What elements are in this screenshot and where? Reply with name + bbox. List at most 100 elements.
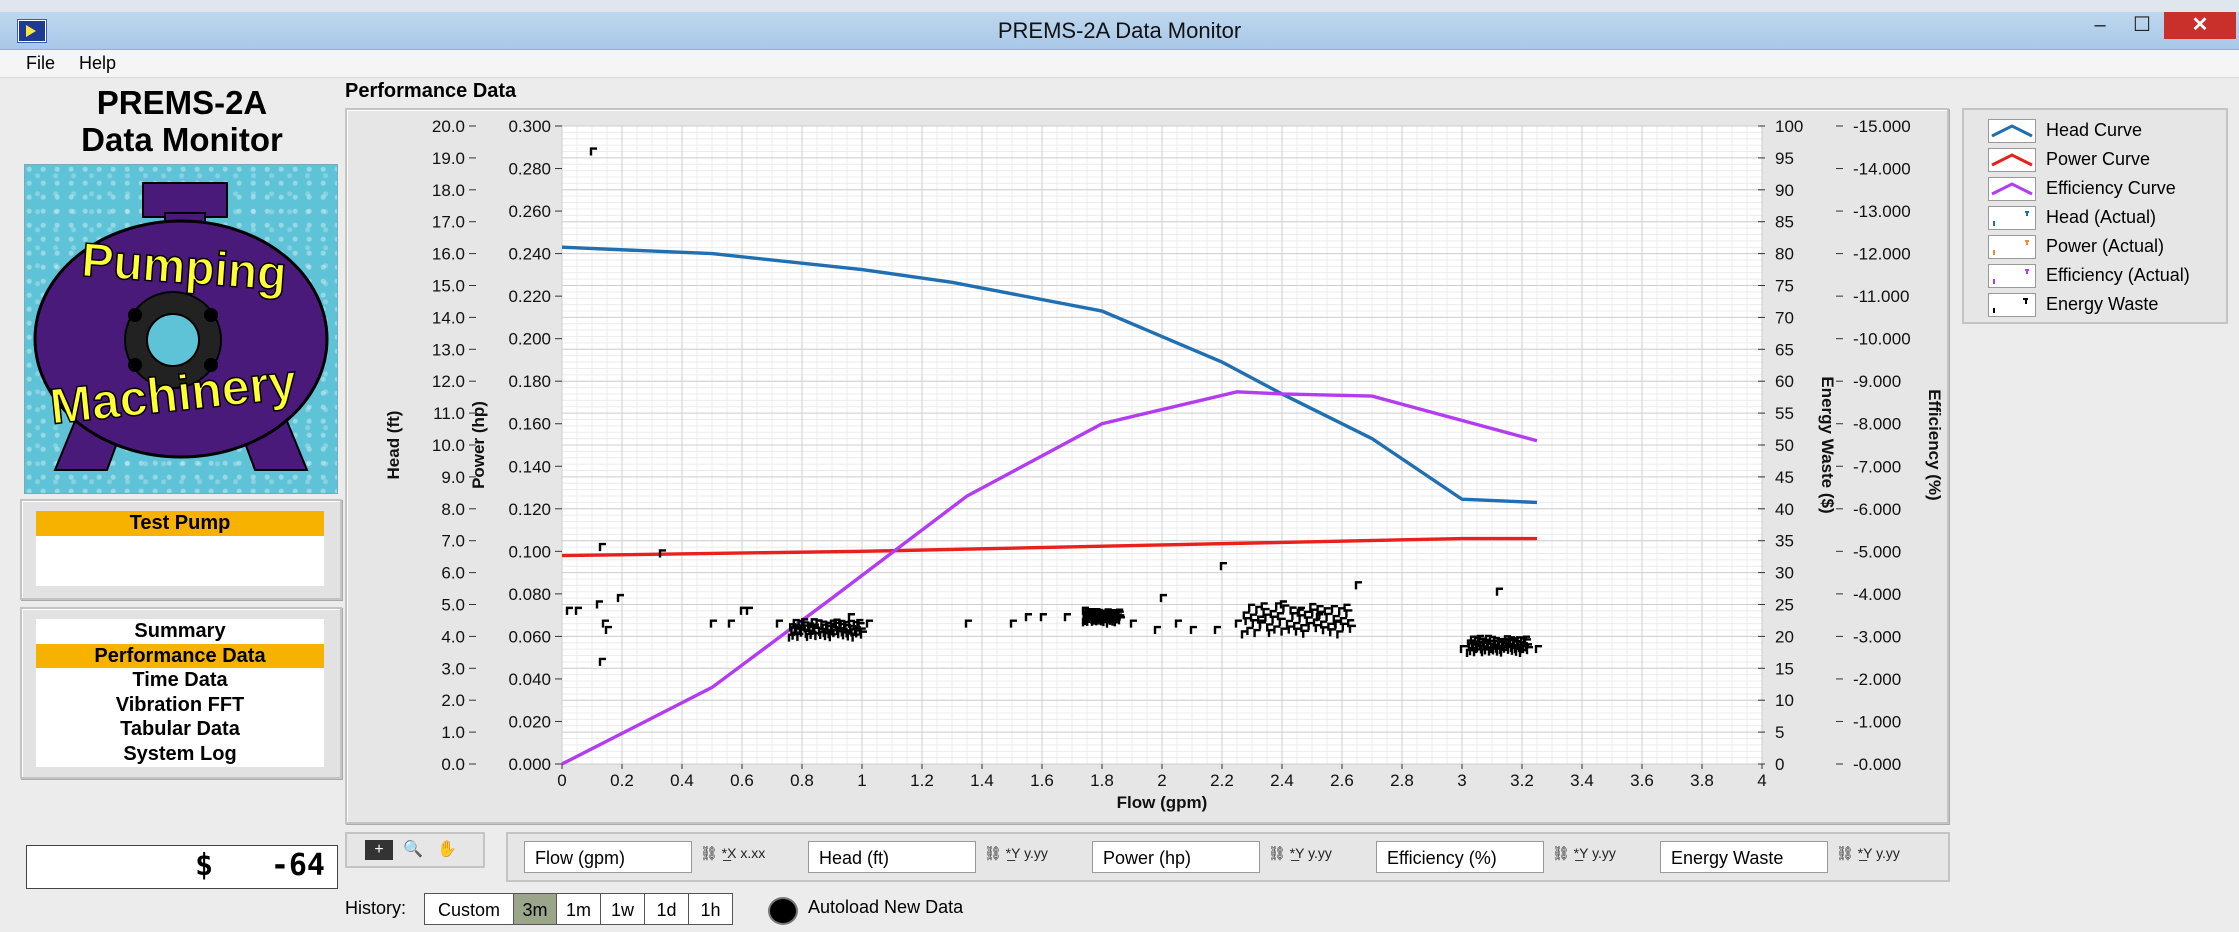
pan-tool-icon[interactable]: ✋ — [437, 841, 457, 858]
energy-waste-cluster-point — [811, 623, 819, 632]
energy-waste-cluster-point — [1282, 604, 1290, 613]
energy-waste-point — [1234, 619, 1242, 628]
energy-waste-cluster-point — [1314, 623, 1322, 633]
power-axis-tick-label: 0.280 — [508, 160, 551, 179]
axis-field-flow[interactable]: Flow (gpm) — [524, 841, 692, 873]
legend-label-head-actual: Head (Actual) — [2046, 207, 2157, 227]
energy-waste-cluster-point — [845, 629, 853, 638]
efficiency-axis-tick-label: -6.000 — [1853, 500, 1901, 519]
energy-waste-currency: $ — [195, 848, 214, 883]
energy-waste-cluster-point — [1325, 612, 1333, 621]
energy-waste-cluster-point — [1311, 608, 1319, 617]
energy-waste-point — [1153, 625, 1161, 635]
legend-label-power-actual: Power (Actual) — [2046, 236, 2165, 256]
energy-waste-cluster-point — [1518, 648, 1526, 657]
axis-controls-head[interactable]: ⛓ *̲Y y.yy — [984, 845, 1048, 861]
energy-waste-cluster-point — [1117, 614, 1125, 623]
energy-waste-cluster-point — [1285, 619, 1293, 628]
energy-waste-cluster-point — [1240, 630, 1248, 639]
pump-logo-graphic: Pumping Machinery — [33, 182, 329, 471]
waste-axis-tick-label: 80 — [1775, 245, 1794, 264]
energy-waste-cluster-point — [827, 630, 835, 639]
app-name: PREMS-2A Data Monitor — [22, 84, 342, 158]
nav-item-vibration-fft[interactable]: Vibration FFT — [115, 693, 245, 716]
energy-waste-cluster-point — [1267, 628, 1275, 638]
efficiency-axis-label: Efficiency (%) — [1925, 389, 1944, 500]
history-1h-button[interactable]: 1h — [688, 893, 733, 925]
nav-item-tabular-data[interactable]: Tabular Data — [120, 718, 240, 740]
title-bar: PREMS-2A Data Monitor – ☐ ✕ — [0, 12, 2239, 50]
legend-label-head-curve: Head Curve — [2046, 120, 2143, 140]
energy-waste-cluster-point — [1305, 616, 1313, 625]
axis-field-efficiency[interactable]: Efficiency (%) — [1376, 841, 1544, 873]
history-custom-button[interactable]: Custom — [424, 893, 514, 925]
energy-waste-cluster-point — [858, 627, 866, 636]
efficiency-axis-tick-label: -1.000 — [1853, 712, 1901, 731]
energy-waste-cluster-point — [1293, 621, 1301, 631]
head-axis-tick-label: 12.0 — [432, 372, 465, 391]
autoload-toggle[interactable] — [768, 897, 798, 925]
energy-waste-cluster-point — [1316, 605, 1324, 614]
energy-waste-cluster-point — [1116, 608, 1124, 617]
cursor-tool-icon[interactable]: + — [365, 840, 393, 860]
menu-file[interactable]: File — [26, 53, 56, 73]
energy-waste-point — [1219, 562, 1227, 571]
energy-waste-cluster-point — [1472, 648, 1480, 657]
menu-help[interactable]: Help — [79, 53, 117, 73]
energy-waste-cluster-point — [1102, 611, 1110, 620]
head-axis-tick-label: 20.0 — [432, 117, 465, 136]
efficiency-axis-tick-label: -7.000 — [1853, 457, 1901, 476]
axis-controls-flow[interactable]: ⛓ *̲X x.xx — [700, 845, 766, 861]
efficiency-axis-tick-label: -10.000 — [1853, 330, 1911, 349]
axis-field-power[interactable]: Power (hp) — [1092, 841, 1260, 873]
energy-waste-cluster-point — [1273, 625, 1281, 634]
energy-waste-cluster-point — [1348, 624, 1356, 633]
x-axis-label: Flow (gpm) — [1117, 793, 1208, 812]
history-1m-button[interactable]: 1m — [556, 893, 601, 925]
axis-controls-efficiency[interactable]: ⛓ *̲Y y.yy — [1552, 845, 1616, 861]
energy-waste-point — [727, 619, 735, 628]
zoom-tool-icon[interactable]: 🔍 — [403, 841, 423, 858]
legend-swatch-power-curve — [1988, 148, 2036, 172]
efficiency-axis-tick-label: -5.000 — [1853, 542, 1901, 561]
head-axis-tick-label: 1.0 — [441, 723, 465, 742]
history-1d-button[interactable]: 1d — [644, 893, 689, 925]
energy-waste-cluster-point — [801, 618, 809, 627]
axis-controls-power[interactable]: ⛓ *̲Y y.yy — [1268, 845, 1332, 861]
page-title: Performance Data — [345, 80, 517, 102]
energy-waste-point — [598, 657, 606, 666]
history-3m-button[interactable]: 3m — [513, 893, 557, 925]
energy-waste-cluster-point — [1249, 613, 1257, 622]
waste-axis-tick-label: 40 — [1775, 500, 1794, 519]
energy-waste-cluster-point — [1248, 603, 1256, 612]
power-axis-tick-label: 0.140 — [508, 457, 551, 476]
waste-axis-tick-label: 75 — [1775, 277, 1794, 296]
performance-chart[interactable]: 0 0.2 0.4 0.6 0.8 1 1.2 1.4 1.6 1.8 2 2.2 2.4 2.6 2.8 3… — [347, 110, 1947, 822]
minimize-button[interactable]: – — [2094, 14, 2106, 36]
axis-field-energy-waste[interactable]: Energy Waste — [1660, 841, 1828, 873]
head-axis-tick-label: 6.0 — [441, 564, 465, 583]
energy-waste-point — [1159, 593, 1167, 603]
head-axis-tick-label: 15.0 — [432, 277, 465, 296]
nav-item-time-data[interactable]: Time Data — [132, 669, 228, 691]
power-axis-tick-label: 0.100 — [508, 542, 551, 561]
nav-item-system-log[interactable]: System Log — [123, 742, 237, 765]
energy-waste-cluster-point — [1338, 607, 1346, 616]
head-axis-tick-label: 17.0 — [432, 213, 465, 232]
nav-item-performance-data[interactable]: Performance Data — [36, 643, 324, 668]
head-axis-tick-label: 4.0 — [441, 627, 465, 646]
graph-tool-palette: + 🔍 ✋ — [345, 832, 485, 868]
close-button[interactable]: ✕ — [2164, 12, 2236, 39]
x-tick-label: 2.8 — [1390, 771, 1414, 790]
efficiency-axis-tick-label: -9.000 — [1853, 372, 1901, 391]
history-1w-button[interactable]: 1w — [600, 893, 645, 925]
energy-waste-point — [1189, 625, 1197, 635]
axis-controls-energy-waste[interactable]: ⛓ *̲Y y.yy — [1836, 845, 1900, 861]
maximize-button[interactable]: ☐ — [2133, 14, 2151, 36]
axis-field-head[interactable]: Head (ft) — [808, 841, 976, 873]
x-tick-label: 4 — [1757, 771, 1766, 790]
legend-label-efficiency-curve: Efficiency Curve — [2046, 178, 2176, 198]
x-tick-label: 0 — [557, 771, 566, 790]
power-axis-tick-label: 0.160 — [508, 415, 551, 434]
nav-item-summary[interactable]: Summary — [134, 620, 226, 642]
